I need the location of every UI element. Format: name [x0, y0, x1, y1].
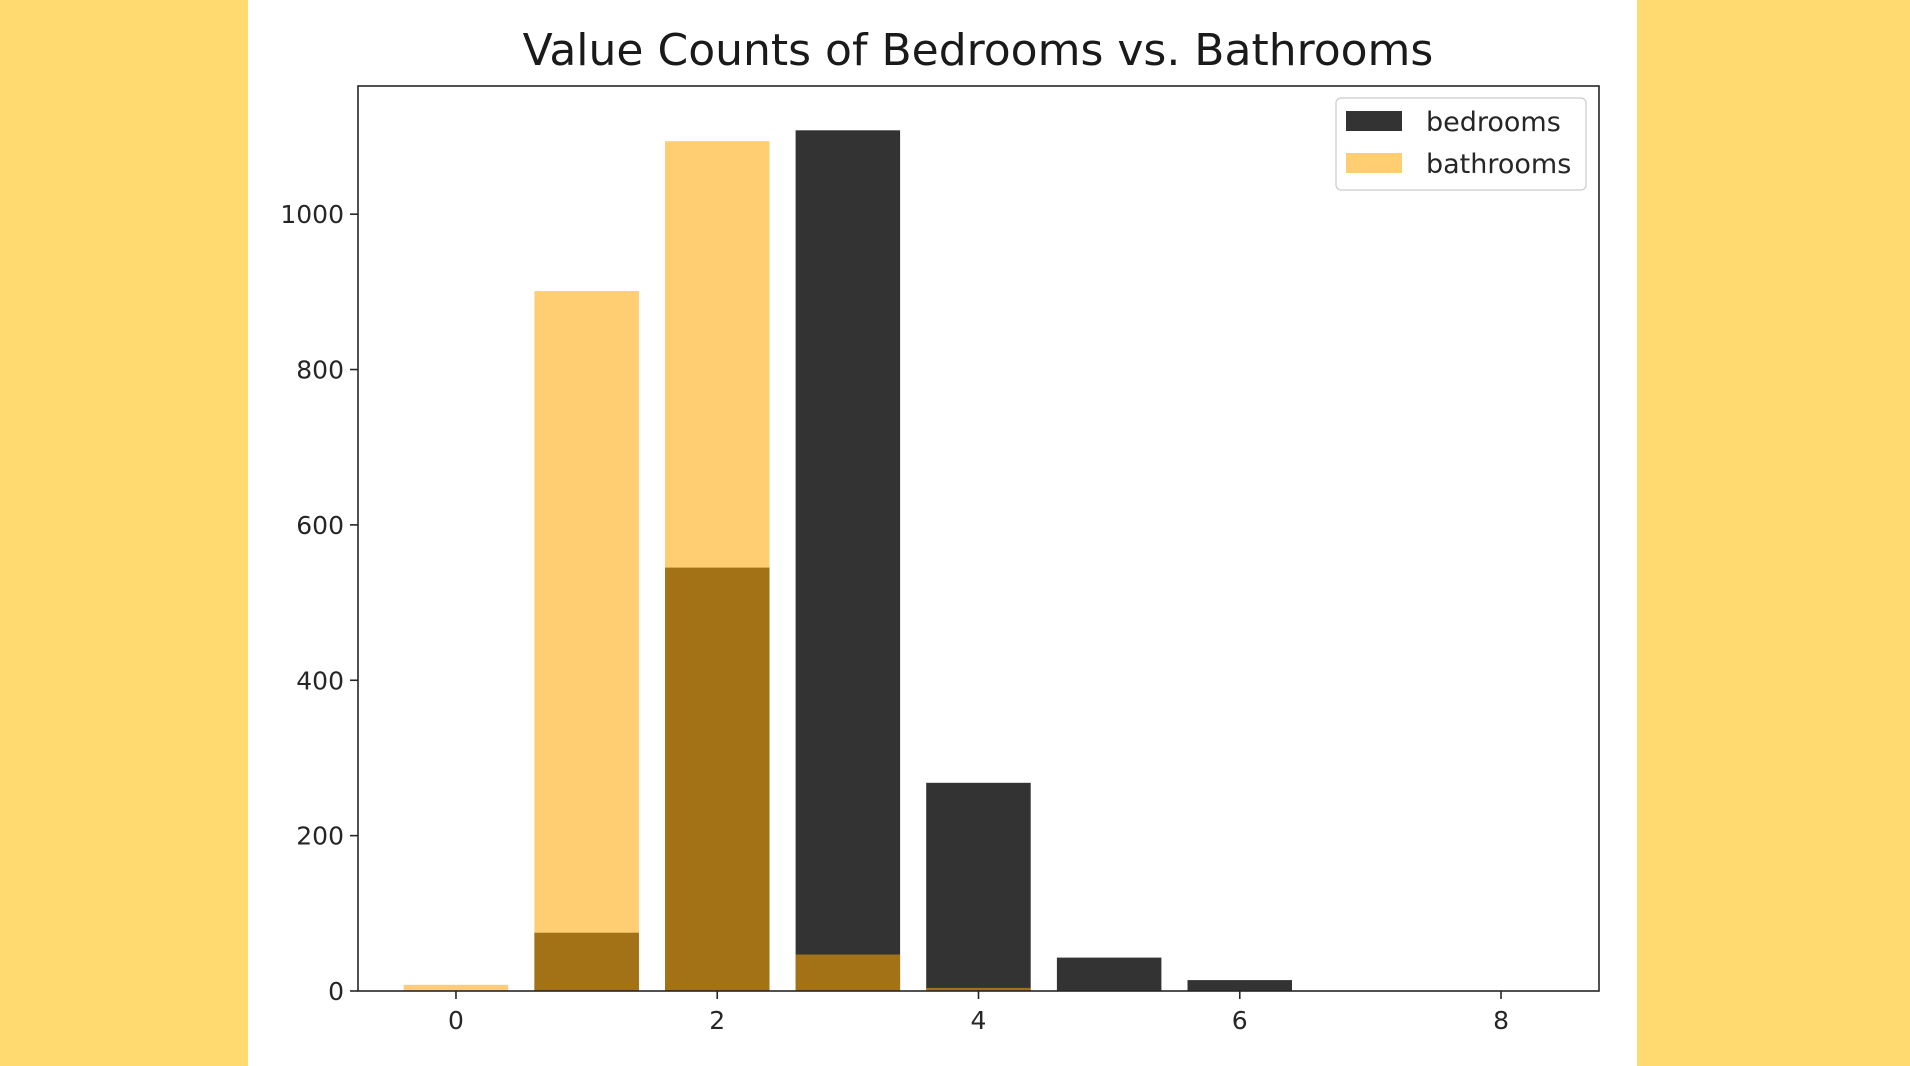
bar-bedrooms-4 [926, 782, 1031, 991]
y-tick-label: 1000 [280, 200, 344, 229]
legend-label-bedrooms: bedrooms [1426, 107, 1561, 138]
legend-label-bathrooms: bathrooms [1426, 149, 1571, 180]
legend: bedrooms bathrooms [1335, 97, 1587, 191]
x-tick-label: 0 [448, 1006, 464, 1035]
x-tick-label: 2 [709, 1006, 725, 1035]
figure-panel: Value Counts of Bedrooms vs. Bathrooms 0… [248, 0, 1637, 1066]
legend-swatch-bathrooms [1346, 153, 1402, 173]
bar-bathrooms-2 [665, 141, 770, 991]
y-tick-label: 200 [296, 822, 344, 851]
bars-layer [403, 130, 1292, 992]
bar-bathrooms-4 [926, 987, 1031, 991]
bar-bedrooms-3 [795, 130, 901, 992]
x-tick-label: 6 [1232, 1006, 1248, 1035]
y-tick-label: 800 [296, 356, 344, 385]
y-tick-label: 0 [328, 977, 344, 1006]
bar-bathrooms-3 [795, 954, 901, 991]
x-tick-label: 8 [1493, 1006, 1509, 1035]
bar-bedrooms-5 [1056, 957, 1162, 991]
bar-chart: Value Counts of Bedrooms vs. Bathrooms 0… [280, 25, 1600, 1035]
bar-bedrooms-6 [1187, 980, 1292, 991]
bar-bathrooms-0 [403, 984, 509, 991]
bar-bathrooms-1 [534, 291, 639, 992]
y-axis: 0 200 400 600 800 1000 [280, 200, 358, 1006]
y-tick-label: 400 [296, 666, 344, 695]
x-axis: 0 2 4 6 8 [448, 991, 1509, 1035]
y-tick-label: 600 [296, 511, 344, 540]
legend-swatch-bedrooms [1346, 111, 1402, 131]
x-tick-label: 4 [971, 1006, 987, 1035]
chart-title: Value Counts of Bedrooms vs. Bathrooms [523, 25, 1434, 76]
